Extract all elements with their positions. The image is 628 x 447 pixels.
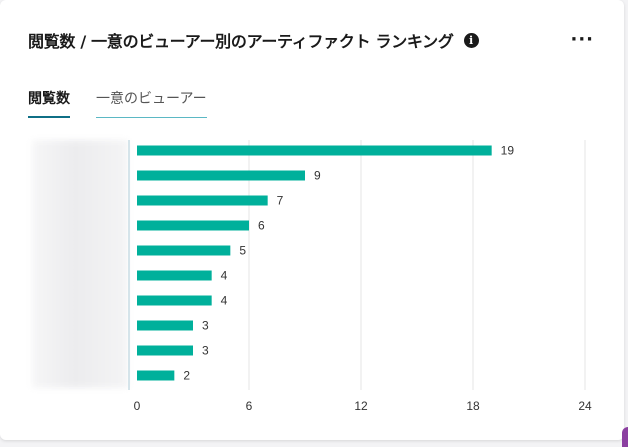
bar-8 bbox=[137, 345, 193, 356]
bar-1 bbox=[137, 170, 305, 181]
x-tick-label-4: 24 bbox=[578, 399, 592, 413]
more-options-button[interactable]: ··· bbox=[570, 29, 594, 50]
bar-value-label-2: 7 bbox=[277, 194, 284, 208]
tab-bar: 閲覧数 一意のビューアー bbox=[28, 88, 207, 118]
card-title: 閲覧数 / 一意のビューアー別のアーティファクト ランキング bbox=[28, 32, 454, 51]
ranking-card: 閲覧数 / 一意のビューアー別のアーティファクト ランキング i ··· 閲覧数… bbox=[0, 0, 624, 440]
bar-9 bbox=[137, 370, 175, 381]
bar-6 bbox=[137, 295, 212, 306]
bar-value-label-8: 3 bbox=[202, 344, 209, 358]
tab-unique-viewers[interactable]: 一意のビューアー bbox=[96, 88, 207, 118]
bar-4 bbox=[137, 245, 231, 256]
x-tick-label-3: 18 bbox=[466, 399, 480, 413]
bar-3 bbox=[137, 220, 249, 231]
x-tick-label-2: 12 bbox=[354, 399, 368, 413]
x-tick-label-1: 6 bbox=[246, 399, 253, 413]
bar-0 bbox=[137, 145, 492, 156]
x-tick-label-0: 0 bbox=[134, 399, 141, 413]
bar-value-label-5: 4 bbox=[221, 269, 228, 283]
corner-accent bbox=[622, 427, 628, 447]
bar-value-label-7: 3 bbox=[202, 319, 209, 333]
info-icon[interactable]: i bbox=[463, 32, 479, 48]
bar-2 bbox=[137, 195, 268, 206]
bar-value-label-4: 5 bbox=[239, 244, 246, 258]
obscured-category-labels bbox=[32, 140, 128, 388]
bar-value-label-3: 6 bbox=[258, 219, 265, 233]
bar-value-label-1: 9 bbox=[314, 169, 321, 183]
card-header: 閲覧数 / 一意のビューアー別のアーティファクト ランキング i ··· bbox=[28, 26, 594, 54]
bar-value-label-9: 2 bbox=[183, 369, 190, 383]
bar-5 bbox=[137, 270, 212, 281]
bar-value-label-6: 4 bbox=[221, 294, 228, 308]
bar-value-label-0: 19 bbox=[501, 144, 515, 158]
bar-7 bbox=[137, 320, 193, 331]
tab-views[interactable]: 閲覧数 bbox=[28, 88, 70, 118]
